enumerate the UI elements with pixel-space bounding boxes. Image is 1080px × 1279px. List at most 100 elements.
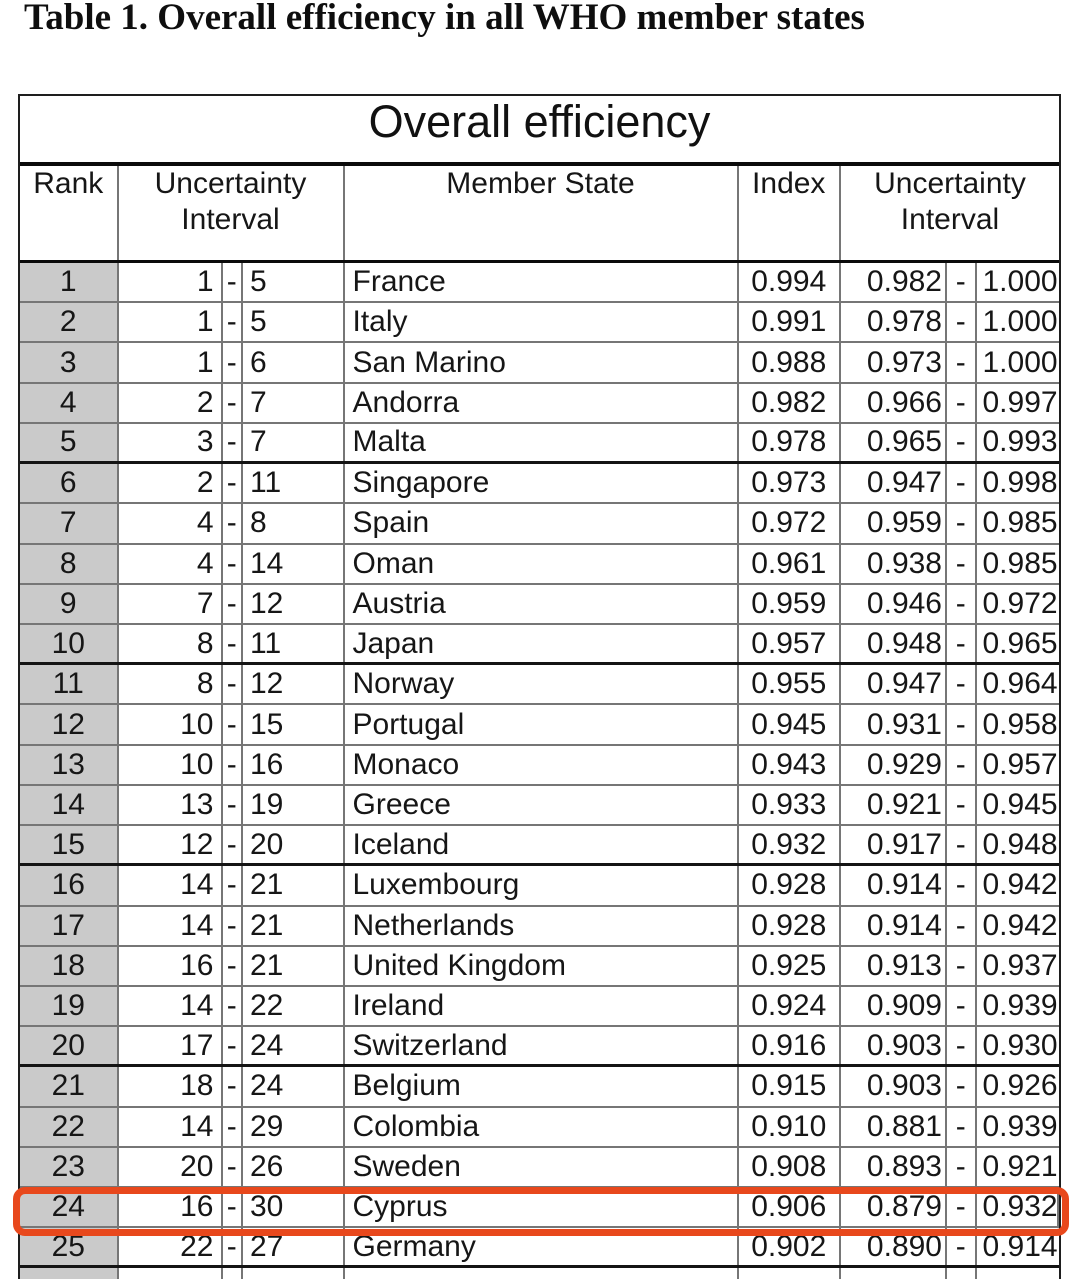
uncertainty-low-cell: 8 (119, 624, 223, 663)
ci-dash-cell: - (947, 1188, 977, 1227)
ci-high-cell: 0.985 (982, 506, 1058, 540)
uncertainty-dash-cell: - (223, 785, 243, 825)
ci-low-cell: 0.973 (841, 343, 947, 382)
rank-cell: 3 (20, 343, 119, 382)
index-cell: 0.961 (739, 544, 841, 583)
uncertainty-low-cell: 17 (119, 1027, 223, 1065)
table-row: 18 16-21 United Kingdom 0.925 0.913-0.937 (20, 946, 1059, 987)
ci-dash-cell: - (947, 544, 977, 583)
ci-dash-cell: - (947, 303, 977, 342)
uncertainty-dash-cell: - (223, 383, 243, 422)
uncertainty-dash-cell: - (223, 544, 243, 583)
uncertainty-high-cell: 24 (243, 1027, 345, 1065)
uncertainty-low-cell: 1 (119, 263, 223, 302)
rank-cell: 1 (20, 263, 119, 302)
header-uncertainty-interval: Uncertainty Interval (119, 166, 345, 260)
empty-cell (20, 1268, 119, 1279)
index-cell: 0.928 (739, 866, 841, 905)
ci-dash-cell: - (947, 906, 977, 945)
uncertainty-low-cell: 14 (119, 1107, 223, 1146)
uncertainty-high-cell: 11 (243, 464, 345, 503)
ci-low-cell: 0.978 (841, 303, 947, 342)
ci-high-cell: 0.939 (982, 1109, 1058, 1143)
rank-cell: 15 (20, 826, 119, 864)
index-cell: 0.945 (739, 705, 841, 744)
index-cell: 0.994 (739, 263, 841, 302)
uncertainty-dash-cell: - (223, 705, 243, 744)
table-caption: Table 1. Overall efficiency in all WHO m… (24, 0, 865, 38)
index-cell: 0.933 (739, 785, 841, 825)
ci-low-cell: 0.890 (841, 1228, 947, 1266)
uncertainty-low-cell: 16 (119, 1188, 223, 1227)
uncertainty-low-cell: 7 (119, 584, 223, 623)
uncertainty-high-cell: 29 (243, 1107, 345, 1146)
uncertainty-dash-cell: - (223, 866, 243, 905)
rank-cell: 25 (20, 1228, 119, 1266)
ci-high-cell: 0.914 (982, 1229, 1058, 1263)
table-row: 24 16-30 Cyprus 0.906 0.879-0.932 (12, 1187, 1069, 1237)
ci-dash-cell: - (947, 504, 977, 543)
uncertainty-dash-cell: - (223, 1147, 243, 1187)
member-state-cell: Switzerland (345, 1027, 739, 1065)
uncertainty-dash-cell: - (223, 1067, 243, 1106)
rank-cell: 6 (20, 464, 119, 503)
member-state-cell: San Marino (345, 343, 739, 382)
uncertainty-high-cell: 27 (243, 1228, 345, 1266)
uncertainty-low-cell: 10 (119, 745, 223, 784)
uncertainty-low-cell: 2 (119, 383, 223, 422)
ci-high-cell: 0.942 (982, 868, 1058, 902)
ci-dash-cell: - (947, 826, 977, 864)
table-row-partial (20, 1268, 1059, 1279)
uncertainty-high-cell: 30 (243, 1188, 345, 1227)
member-state-cell: Portugal (345, 705, 739, 744)
index-cell: 0.932 (739, 826, 841, 864)
ci-dash-cell: - (947, 745, 977, 784)
rank-cell: 7 (20, 504, 119, 543)
ci-dash-cell: - (947, 263, 977, 302)
member-state-cell: Malta (345, 423, 739, 462)
ci-low-cell: 0.914 (841, 866, 947, 905)
table-row: 1 1-5 France 0.994 0.982-1.000 (20, 263, 1059, 304)
member-state-cell: Belgium (345, 1067, 739, 1106)
ci-high-cell: 1.000 (982, 345, 1058, 379)
rank-cell: 19 (20, 986, 119, 1026)
ci-high-cell: 0.945 (982, 787, 1058, 821)
member-state-cell: Austria (345, 584, 739, 623)
index-cell: 0.915 (739, 1067, 841, 1106)
table-row: 12 10-15 Portugal 0.945 0.931-0.958 (20, 705, 1059, 746)
uncertainty-dash-cell: - (223, 665, 243, 704)
ci-dash-cell: - (947, 705, 977, 744)
uncertainty-low-cell: 4 (119, 504, 223, 543)
ci-low-cell: 0.913 (841, 946, 947, 985)
uncertainty-high-cell: 7 (243, 423, 345, 462)
rank-cell: 21 (20, 1067, 119, 1106)
uncertainty-dash-cell: - (223, 504, 243, 543)
uncertainty-high-cell: 24 (243, 1067, 345, 1106)
table-header-row: Rank Uncertainty Interval Member State I… (20, 166, 1059, 263)
uncertainty-low-cell: 4 (119, 544, 223, 583)
member-state-cell: Andorra (345, 383, 739, 422)
uncertainty-high-cell: 8 (243, 504, 345, 543)
index-cell: 0.924 (739, 986, 841, 1026)
ci-high-cell: 1.000 (982, 305, 1058, 339)
table-row: 2 1-5 Italy 0.991 0.978-1.000 (20, 303, 1059, 344)
ci-high-cell: 0.921 (982, 1149, 1058, 1183)
table-row: 3 1-6 San Marino 0.988 0.973-1.000 (20, 343, 1059, 384)
ci-low-cell: 0.982 (841, 263, 947, 302)
member-state-cell: Ireland (345, 986, 739, 1026)
table-row: 13 10-16 Monaco 0.943 0.929-0.957 (20, 745, 1059, 786)
ci-low-cell: 0.917 (841, 826, 947, 864)
empty-cell (223, 1268, 243, 1279)
ci-high-cell: 0.985 (982, 546, 1058, 580)
index-cell: 0.988 (739, 343, 841, 382)
ci-low-cell: 0.965 (841, 423, 947, 462)
uncertainty-low-cell: 13 (119, 785, 223, 825)
ci-dash-cell: - (947, 343, 977, 382)
ci-low-cell: 0.929 (841, 745, 947, 784)
index-cell: 0.928 (739, 906, 841, 945)
ci-high-cell: 0.965 (982, 626, 1058, 660)
member-state-cell: France (345, 263, 739, 302)
uncertainty-high-cell: 7 (243, 383, 345, 422)
empty-cell (841, 1268, 947, 1279)
member-state-cell: Oman (345, 544, 739, 583)
